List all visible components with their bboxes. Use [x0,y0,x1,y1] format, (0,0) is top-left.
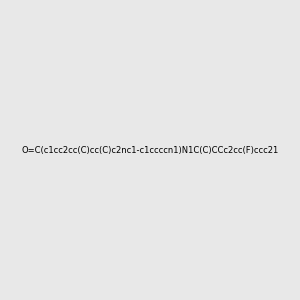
Text: O=C(c1cc2cc(C)cc(C)c2nc1-c1ccccn1)N1C(C)CCc2cc(F)ccc21: O=C(c1cc2cc(C)cc(C)c2nc1-c1ccccn1)N1C(C)… [21,146,279,154]
